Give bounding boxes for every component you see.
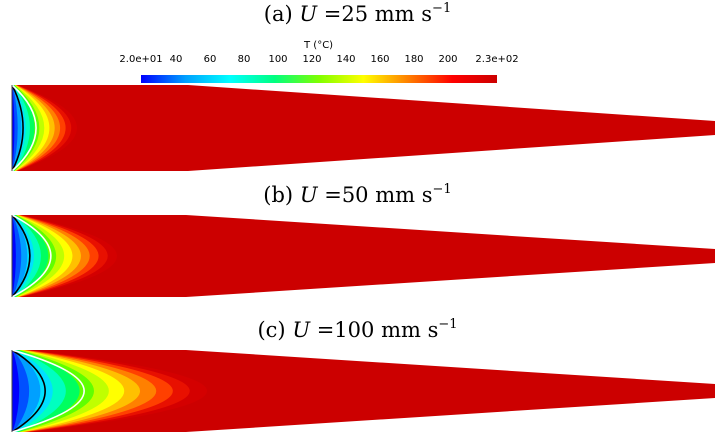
temperature-contour-band: [12, 215, 16, 297]
colorbar-title: T (°C): [304, 40, 334, 51]
panel-c-label: (c): [257, 318, 286, 342]
temperature-field-panel-a: [11, 85, 715, 171]
colorbar-tick-label: 120: [302, 54, 322, 65]
colorbar-tick-label: 40: [169, 54, 183, 65]
panel-c-unit: mm s: [381, 318, 439, 342]
colorbar-tick-label: 200: [438, 54, 458, 65]
panel-a-unit: mm s: [374, 2, 433, 26]
contour-background: [12, 85, 715, 171]
panel-c-exponent: −1: [438, 317, 458, 332]
panel-b-symbol: U: [299, 183, 318, 207]
temperature-contour-band: [12, 350, 20, 432]
colorbar-tick-label: 140: [336, 54, 356, 65]
temperature-field-panel-b: [11, 215, 715, 297]
colorbar-tick-label: 100: [268, 54, 288, 65]
panel-b-unit: mm s: [375, 183, 433, 207]
panel-b-title: (b) U =50 mm s−1: [0, 183, 715, 207]
temperature-field-panel-c: [11, 350, 715, 432]
colorbar-tick-label: 2.3e+02: [475, 54, 519, 65]
panel-b-exponent: −1: [432, 182, 452, 197]
colorbar: [141, 75, 497, 83]
colorbar-tick-label: 180: [404, 54, 424, 65]
colorbar-tick-label: 80: [237, 54, 251, 65]
colorbar-tick-label: 2.0e+01: [119, 54, 163, 65]
colorbar-tick-label: 60: [203, 54, 217, 65]
isotherm-white-line: [12, 85, 37, 171]
isotherm-white-line: [12, 350, 85, 432]
temperature-contour-band: [12, 215, 22, 297]
isotherm-white-line: [12, 215, 52, 297]
isotherm-black-line: [12, 85, 24, 171]
isotherm-black-line: [12, 350, 46, 432]
panel-c-value: =100: [316, 318, 375, 342]
panel-b-value: =50: [324, 183, 369, 207]
panel-a-exponent: −1: [432, 1, 452, 16]
panel-a-value: =25: [323, 2, 369, 26]
panel-a-symbol: U: [299, 2, 318, 26]
panel-c-title: (c) U =100 mm s−1: [0, 318, 715, 342]
panel-a-label: (a): [263, 2, 293, 26]
panel-a-title: (a) U =25 mm s−1: [0, 2, 715, 26]
colorbar-tick-label: 160: [370, 54, 390, 65]
isotherm-black-line: [12, 215, 31, 297]
panel-c-symbol: U: [292, 318, 311, 342]
panel-b-label: (b): [263, 183, 294, 207]
